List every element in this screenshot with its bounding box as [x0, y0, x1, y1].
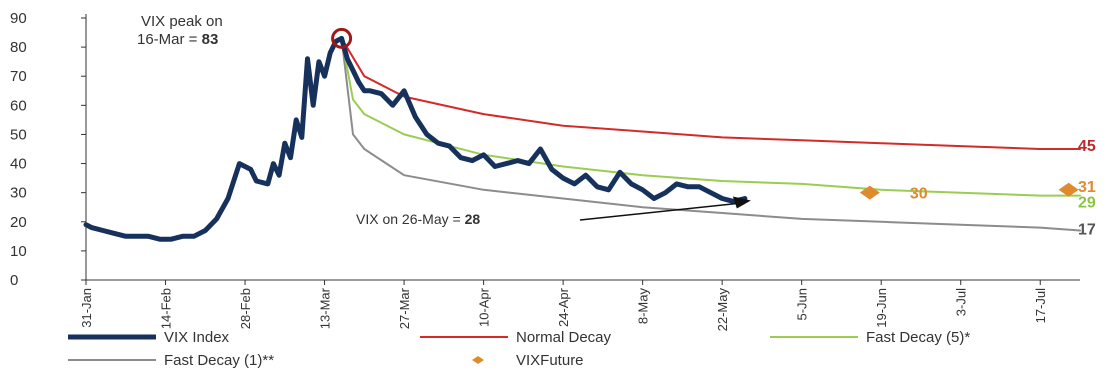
- peak-label-value: 83: [202, 31, 219, 48]
- last-vix-value: 28: [465, 211, 481, 227]
- y-tick-label: 40: [10, 156, 27, 173]
- x-tick-label: 3-Jul: [954, 288, 969, 316]
- x-tick-label: 10-Apr: [477, 287, 492, 327]
- legend-label-fast-decay-5: Fast Decay (5)*: [866, 329, 970, 346]
- vix-future-point: [859, 185, 880, 200]
- x-tick-label: 28-Feb: [238, 288, 253, 329]
- fast-decay-5-line: [340, 37, 1081, 197]
- peak-marker: [331, 27, 353, 49]
- series-layer: [83, 35, 1081, 242]
- y-tick-label: 60: [10, 97, 27, 114]
- legend-swatch-vixfuture: [472, 356, 484, 364]
- x-tick-label: 27-Mar: [397, 287, 412, 329]
- x-tick-label: 17-Jul: [1033, 288, 1048, 324]
- x-tick-label: 19-Jun: [874, 288, 889, 328]
- x-axis: 31-Jan 14-Feb 28-Feb 13-Mar 27-Mar 10-Apr 24-A…: [79, 279, 1080, 332]
- x-tick-label: 14-Feb: [159, 288, 174, 329]
- y-tick-label: 10: [10, 243, 27, 260]
- legend: VIXFuture VIX Index Normal Decay Fast Decay…: [68, 329, 970, 369]
- vix-index-line: [83, 35, 748, 242]
- end-label: 31: [1078, 179, 1096, 196]
- x-tick-label: 5-Jun: [795, 288, 810, 321]
- end-label: 45: [1078, 138, 1096, 155]
- legend-label-vix-index: VIX Index: [164, 329, 230, 346]
- legend-label-fast-decay-1: Fast Decay (1)**: [164, 352, 274, 369]
- vix-future-point: [1058, 182, 1079, 197]
- y-tick-label: 70: [10, 68, 27, 85]
- last-vix-arrow-line: [579, 202, 737, 221]
- y-axis: 0 10 20 30 40 50 60 70 80 90: [10, 10, 87, 289]
- x-tick-label: 24-Apr: [556, 287, 571, 327]
- x-tick-label: 13-Mar: [318, 287, 333, 329]
- last-vix-label: VIX on 26-May = 28: [356, 211, 480, 227]
- peak-label-line2: 16-Mar = 83: [137, 31, 218, 48]
- x-tick-label: 31-Jan: [79, 288, 94, 328]
- y-tick-label: 80: [10, 39, 27, 56]
- legend-label-vixfuture: VIXFuture: [516, 352, 584, 369]
- y-tick-label: 0: [10, 272, 18, 289]
- y-tick-label: 20: [10, 214, 27, 231]
- y-tick-label: 30: [10, 185, 27, 202]
- end-label: 17: [1078, 222, 1096, 239]
- y-tick-label: 50: [10, 126, 27, 143]
- x-tick-label: 22-May: [715, 288, 730, 332]
- last-vix-prefix: VIX on 26-May =: [356, 211, 465, 227]
- peak-label-prefix: 16-Mar =: [137, 31, 202, 48]
- peak-label-line1: VIX peak on: [141, 13, 223, 30]
- legend-label-normal-decay: Normal Decay: [516, 329, 612, 346]
- normal-decay-line: [340, 37, 1081, 150]
- y-tick-label: 90: [10, 10, 27, 27]
- vix-future-value-label: 30: [910, 186, 928, 203]
- end-label: 29: [1078, 195, 1096, 212]
- fast-decay-1-line: [340, 37, 1081, 232]
- x-tick-label: 8-May: [636, 288, 651, 325]
- last-vix-arrowhead: [732, 196, 751, 209]
